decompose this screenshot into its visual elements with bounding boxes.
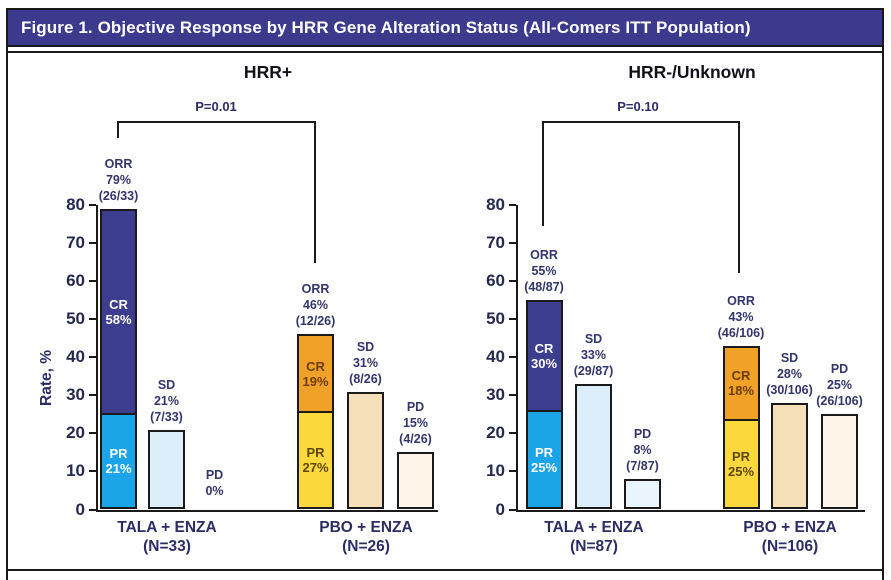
figure-title-bar: Figure 1. Objective Response by HRR Gene… [8,10,882,47]
title-divider [8,51,882,53]
figure-frame: Figure 1. Objective Response by HRR Gene… [6,8,884,571]
figure-frame-tail [6,569,884,580]
figure-title: Figure 1. Objective Response by HRR Gene… [21,17,751,37]
